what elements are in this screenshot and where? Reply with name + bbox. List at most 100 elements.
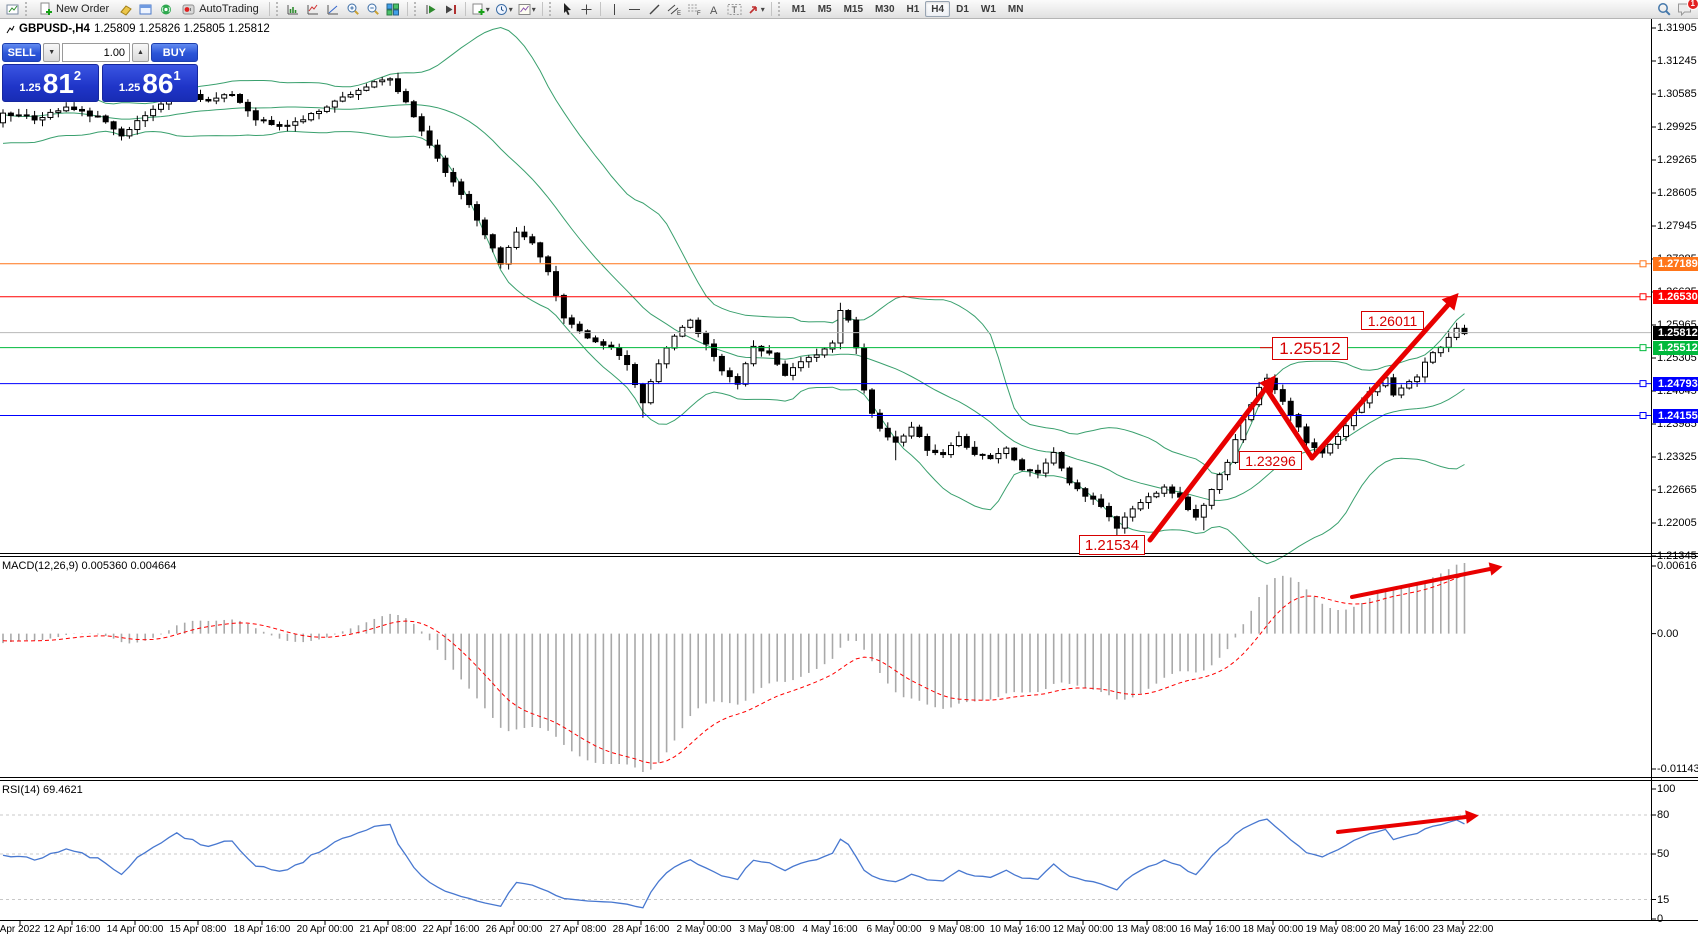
date-label: 27 Apr 08:00 xyxy=(549,924,607,935)
timeframe-button-w1[interactable]: W1 xyxy=(980,3,996,15)
tile-windows-icon[interactable] xyxy=(384,1,403,18)
zoom-out-icon[interactable] xyxy=(364,1,383,18)
trendline-icon[interactable] xyxy=(645,1,664,18)
date-label: 22 Apr 16:00 xyxy=(422,924,480,935)
equidistant-channel-icon[interactable]: E xyxy=(665,1,684,18)
date-label: 26 Apr 00:00 xyxy=(485,924,543,935)
date-label: 23 May 22:00 xyxy=(1432,924,1494,935)
new-order-button[interactable]: New Order xyxy=(33,1,115,18)
autotrading-icon xyxy=(182,4,195,14)
sell-price-big: 81 xyxy=(42,68,74,99)
one-click-trading-panel: SELL ▼ ▲ BUY 1.25 81 2 1.25 86 1 xyxy=(2,43,198,102)
timeframe-button-m15[interactable]: M15 xyxy=(843,3,864,15)
svg-text:E: E xyxy=(677,11,681,16)
chart-shift-icon[interactable] xyxy=(442,1,461,18)
date-label: 20 Apr 00:00 xyxy=(296,924,354,935)
signals-icon[interactable] xyxy=(156,1,175,18)
timeframe-button-h4[interactable]: H4 xyxy=(925,1,951,17)
data-window-icon[interactable] xyxy=(136,1,155,18)
chart-window-icon[interactable] xyxy=(3,1,22,18)
periods-dropdown[interactable]: ▾ xyxy=(493,1,515,18)
rsi-axis-label: 80 xyxy=(1657,809,1670,821)
new-chart-dropdown[interactable]: ▾ xyxy=(470,1,492,18)
date-label: 12 Apr 16:00 xyxy=(43,924,101,935)
chevron-down-icon: ▾ xyxy=(760,4,765,14)
fibonacci-icon[interactable]: F xyxy=(685,1,704,18)
trend-arrow[interactable] xyxy=(1336,815,1468,834)
crosshair-icon[interactable] xyxy=(577,1,596,18)
date-label: 4 May 16:00 xyxy=(802,924,858,935)
horizontal-line-icon[interactable] xyxy=(625,1,644,18)
timeframe-button-d1[interactable]: D1 xyxy=(956,3,969,15)
macd-signal-line xyxy=(2,574,1465,764)
trend-arrow[interactable] xyxy=(1309,302,1451,461)
autotrading-button[interactable]: AutoTrading xyxy=(176,1,265,18)
svg-text:F: F xyxy=(697,11,701,16)
date-label: 14 Apr 00:00 xyxy=(106,924,164,935)
templates-dropdown[interactable]: ▾ xyxy=(516,1,538,18)
timeframe-button-mn[interactable]: MN xyxy=(1007,3,1024,15)
text-icon[interactable]: A xyxy=(705,1,724,18)
main-toolbar: New Order AutoTrading ▾ ▾ ▾ E F A T ▾ M1… xyxy=(0,0,1698,19)
volume-input[interactable] xyxy=(62,43,131,62)
timeframe-button-m5[interactable]: M5 xyxy=(817,3,832,15)
trend-arrow[interactable] xyxy=(1147,385,1269,543)
trend-arrow[interactable] xyxy=(1263,385,1315,461)
bollinger-band-line xyxy=(2,130,1465,565)
sell-price-panel[interactable]: 1.25 81 2 xyxy=(2,64,99,102)
text-label-icon[interactable]: T xyxy=(725,1,744,18)
timeframe-button-m1[interactable]: M1 xyxy=(791,3,806,15)
buy-price-big: 86 xyxy=(142,68,174,99)
date-label: 15 Apr 08:00 xyxy=(169,924,227,935)
trend-arrow[interactable] xyxy=(1350,567,1492,599)
search-icon[interactable] xyxy=(1655,1,1674,18)
volume-decrease-button[interactable]: ▼ xyxy=(43,43,61,62)
zoom-in-icon[interactable] xyxy=(344,1,363,18)
macd-axis-zero: 0.00 xyxy=(1657,627,1679,640)
cursor-icon[interactable] xyxy=(557,1,576,18)
price-annotation-1.21534[interactable]: 1.21534 xyxy=(1079,535,1145,555)
volume-increase-button[interactable]: ▲ xyxy=(132,43,149,62)
date-label: 18 Apr 16:00 xyxy=(233,924,291,935)
date-label: 19 May 08:00 xyxy=(1305,924,1367,935)
date-label: 28 Apr 16:00 xyxy=(612,924,670,935)
price-tick-label: 1.27945 xyxy=(1657,220,1697,232)
timeframe-button-h1[interactable]: H1 xyxy=(906,3,920,15)
date-label: 20 May 16:00 xyxy=(1368,924,1430,935)
timeframe-button-m30[interactable]: M30 xyxy=(875,3,895,15)
date-label: 13 May 08:00 xyxy=(1116,924,1178,935)
indicators-icon[interactable] xyxy=(284,1,303,18)
sell-button[interactable]: SELL xyxy=(2,43,42,62)
level-price-box: 1.24793 xyxy=(1653,376,1698,391)
vertical-line-icon[interactable] xyxy=(605,1,624,18)
auto-scroll-icon[interactable] xyxy=(422,1,441,18)
objects-list-icon[interactable] xyxy=(324,1,343,18)
rsi-label: RSI(14) 69.4621 xyxy=(2,784,83,796)
date-label: 16 May 16:00 xyxy=(1179,924,1241,935)
date-label: 21 Apr 08:00 xyxy=(359,924,417,935)
chevron-down-icon: ▾ xyxy=(531,4,536,14)
toolbar-grip xyxy=(25,2,30,16)
indicator-list-icon[interactable] xyxy=(304,1,323,18)
macd-label: MACD(12,26,9) 0.005360 0.004664 xyxy=(2,560,177,572)
arrows-tool-dropdown[interactable]: ▾ xyxy=(745,1,767,18)
expert-advisors-icon[interactable] xyxy=(116,1,135,18)
price-annotation-1.25512[interactable]: 1.25512 xyxy=(1272,337,1348,360)
toolbar-grip xyxy=(413,2,419,16)
buy-button[interactable]: BUY xyxy=(150,43,198,62)
rsi-axis-label: 50 xyxy=(1657,848,1670,860)
price-tick-label: 1.29925 xyxy=(1657,121,1697,133)
price-tick-label: 1.22005 xyxy=(1657,517,1697,529)
buy-price-panel[interactable]: 1.25 86 1 xyxy=(101,64,198,102)
price-tick-label: 1.22665 xyxy=(1657,484,1697,496)
bollinger-band-line xyxy=(2,103,1465,502)
new-order-icon xyxy=(40,2,52,15)
symbol-name: GBPUSD-,H4 xyxy=(19,23,90,35)
price-annotation-1.23296[interactable]: 1.23296 xyxy=(1239,451,1302,470)
notifications-icon[interactable]: 1 xyxy=(1675,0,1698,18)
new-order-label: New Order xyxy=(56,3,110,15)
price-tick-label: 1.30585 xyxy=(1657,88,1697,100)
price-annotation-1.26011[interactable]: 1.26011 xyxy=(1361,311,1424,330)
date-label: 18 May 00:00 xyxy=(1242,924,1304,935)
